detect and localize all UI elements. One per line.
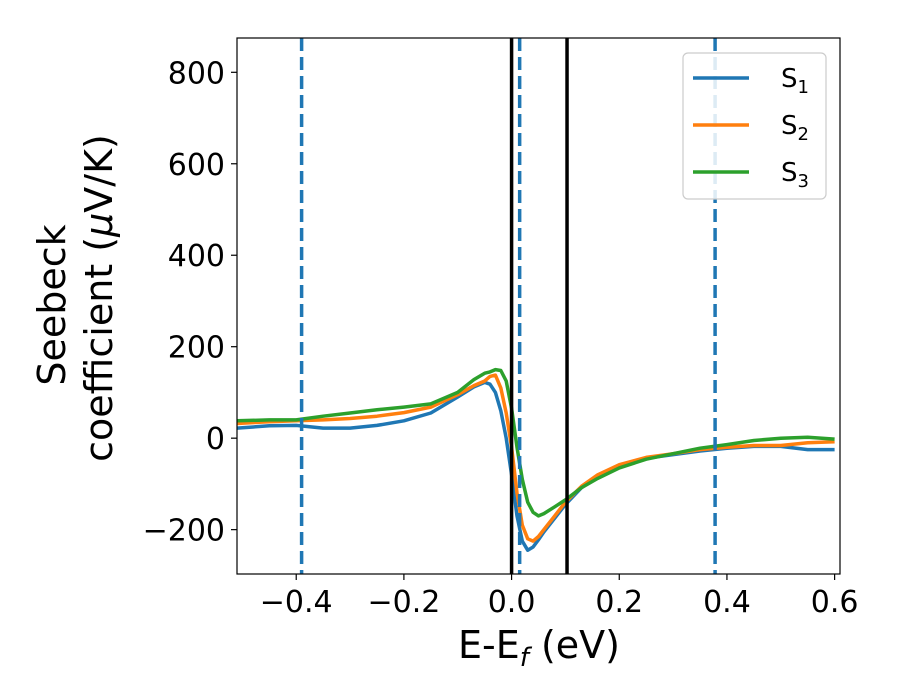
x-tick-label: 0.4	[703, 585, 751, 620]
y-tick-label: 800	[168, 56, 225, 91]
x-tick-label: −0.4	[260, 585, 333, 620]
legend: S1 S2 S3	[682, 52, 827, 200]
series-line-3	[237, 367, 835, 518]
series-line-1	[237, 380, 835, 552]
y-tick-label: 200	[168, 331, 225, 366]
legend-label-3: S3	[781, 158, 809, 192]
y-tick-label: 400	[168, 239, 225, 274]
plot-area	[237, 38, 835, 574]
legend-label-1: S1	[781, 64, 809, 98]
x-axis-label: E-Ef (eV)	[458, 623, 620, 673]
x-tick-label: 0.2	[595, 585, 643, 620]
y-tick-label: 600	[168, 148, 225, 183]
y-axis-label-line2: coefficient (μV/K)	[77, 134, 121, 462]
legend-box	[682, 52, 827, 200]
y-tick-label: 0	[206, 422, 225, 457]
x-tick-label: 0.6	[811, 585, 859, 620]
y-axis-label-line1: Seebeck	[30, 224, 74, 385]
x-tick-label: 0.0	[488, 585, 536, 620]
y-tick-label: −200	[143, 514, 225, 549]
x-tick-label: −0.2	[367, 585, 440, 620]
plot-frame	[236, 37, 841, 575]
legend-label-2: S2	[781, 111, 809, 145]
